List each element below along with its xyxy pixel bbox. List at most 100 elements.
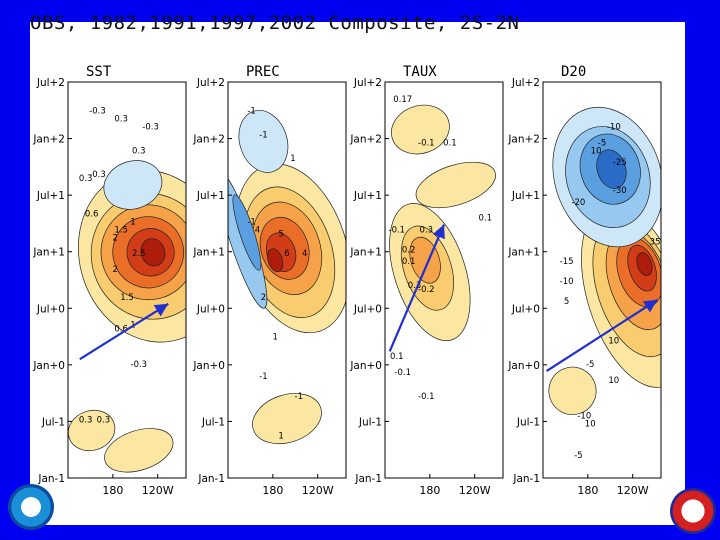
contour-label: -25: [613, 158, 627, 168]
y-tick-label: Jan+0: [192, 360, 225, 372]
contour-label: 0.1: [402, 257, 416, 267]
contour-label: -10: [577, 412, 591, 422]
contour-label: 0.6: [85, 210, 99, 220]
contour-label: -0.3: [89, 107, 106, 117]
contour-label: 2: [112, 265, 117, 275]
panel-taux: TAUX Jul+2 Jan+2 Jul+1 Jan+1 Jul+0 Jan+0 Jul-1 J…: [349, 64, 504, 497]
contour-label: -10: [607, 123, 621, 133]
contour-label: 2: [112, 233, 117, 243]
contour-label: -1: [247, 218, 255, 228]
contour-label: 0.3: [97, 416, 111, 426]
contour-label: 10: [608, 376, 619, 386]
y-tick-label: Jul+1: [353, 190, 382, 202]
y-tick-label: Jan+2: [349, 134, 382, 146]
contour-label: 0.3: [79, 174, 93, 184]
nws-logo: [670, 488, 716, 534]
y-tick-label: Jan+2: [192, 134, 225, 146]
panel-frame: [67, 81, 187, 479]
y-tick-label: Jul+1: [196, 190, 225, 202]
y-tick-label: Jan+0: [32, 360, 65, 372]
contour-label: -0.1: [418, 138, 435, 148]
contour-labels: -0.30.30.3-0.30.30.611.522.521.510.6-0.3…: [79, 107, 159, 426]
contour-band: [636, 252, 653, 277]
contour-label: -0.1: [418, 392, 435, 402]
contour-label: 0.6: [114, 324, 128, 334]
contour-label: 0.3: [408, 281, 422, 291]
contour-label: 1: [130, 218, 135, 228]
y-tick-label: Jan-1: [512, 473, 540, 485]
contour-label: 10: [591, 146, 602, 156]
contour-label: -1: [259, 130, 267, 140]
propagation-arrow: [545, 298, 659, 373]
contour-label: -0.1: [389, 225, 406, 235]
contour-label: 0.1: [443, 138, 457, 148]
y-tick-label: Jul+2: [511, 77, 540, 89]
panel-name: D20: [561, 64, 586, 80]
y-tick-label: Jan+1: [349, 247, 382, 259]
contour-label: 10: [585, 420, 596, 430]
propagation-arrow: [388, 224, 446, 352]
y-tick-label: Jul+2: [196, 77, 225, 89]
y-tick-label: Jan+0: [507, 360, 540, 372]
contour-label: 5: [278, 229, 283, 239]
contour-label: 2.5: [132, 249, 146, 259]
panel-contours: [228, 110, 346, 445]
contour-label: -5: [574, 451, 582, 461]
contour-label: -1: [295, 392, 303, 402]
contour-band: [391, 104, 450, 155]
panel-name: TAUX: [403, 64, 437, 80]
contour-band: [103, 160, 163, 210]
contour-band: [68, 409, 116, 452]
contour-label: -20: [571, 198, 585, 208]
contour-band: [140, 238, 166, 267]
contour-label: 10: [608, 336, 619, 346]
y-tick-label: Jul+1: [511, 190, 540, 202]
contour-label: 0.1: [479, 214, 493, 224]
contour-label: -0.1: [394, 368, 411, 378]
contour-band: [238, 110, 289, 173]
contour-label: 0.3: [79, 416, 93, 426]
contour-label: 1.5: [120, 293, 134, 303]
x-tick-label: 180: [262, 484, 283, 497]
y-tick-label: Jan+2: [507, 134, 540, 146]
y-tick-label: Jul+0: [511, 303, 540, 315]
contour-band: [232, 194, 262, 271]
panel-contours: [68, 160, 186, 473]
contour-label: -0.3: [131, 360, 148, 370]
contour-label: 1: [278, 431, 283, 441]
y-tick-label: Jul+2: [353, 77, 382, 89]
contour-label: 35: [650, 237, 661, 247]
x-tick-label: 120W: [459, 484, 491, 497]
contour-label: -0.3: [142, 123, 159, 133]
contour-label: 1.5: [114, 225, 128, 235]
panel-frame: [384, 81, 504, 479]
y-tick-label: Jan-1: [354, 473, 382, 485]
y-tick-label: Jan-1: [197, 473, 225, 485]
y-tick-label: Jul+0: [353, 303, 382, 315]
x-tick-label: 180: [419, 484, 440, 497]
y-tick-label: Jul+2: [36, 77, 65, 89]
contour-band: [252, 393, 322, 445]
contour-label: -0.3: [89, 170, 106, 180]
contour-label: -30: [613, 186, 627, 196]
contour-label: -15: [560, 257, 574, 267]
y-tick-label: Jul-1: [358, 416, 382, 428]
y-tick-label: Jan+0: [349, 360, 382, 372]
y-tick-label: Jul+1: [36, 190, 65, 202]
contour-label: 0.3: [420, 225, 434, 235]
panel-d20: D20 Jul+2 Jan+2 Jul+1 Jan+1 Jul+0 Jan+0 Jul-1 Ja…: [507, 64, 662, 497]
contour-label: 0.17: [393, 95, 412, 105]
x-tick-label: 120W: [142, 484, 174, 497]
x-tick-label: 180: [577, 484, 598, 497]
y-tick-label: Jan+1: [192, 247, 225, 259]
x-tick-label: 180: [102, 484, 123, 497]
contour-label: 5: [564, 297, 569, 307]
y-tick-label: Jan+1: [507, 247, 540, 259]
contour-label: 4: [255, 225, 260, 235]
panel-prec: PREC Jul+2 Jan+2 Jul+1 Jan+1 Jul+0 Jan+0 Jul-1 J…: [192, 64, 347, 497]
propagation-arrow: [79, 302, 169, 361]
panel-sst: SST Jul+2 Jan+2 Jul+1 Jan+1 Jul+0 Jan+0 Jul-1 Ja…: [32, 64, 187, 497]
contour-band: [415, 161, 496, 209]
